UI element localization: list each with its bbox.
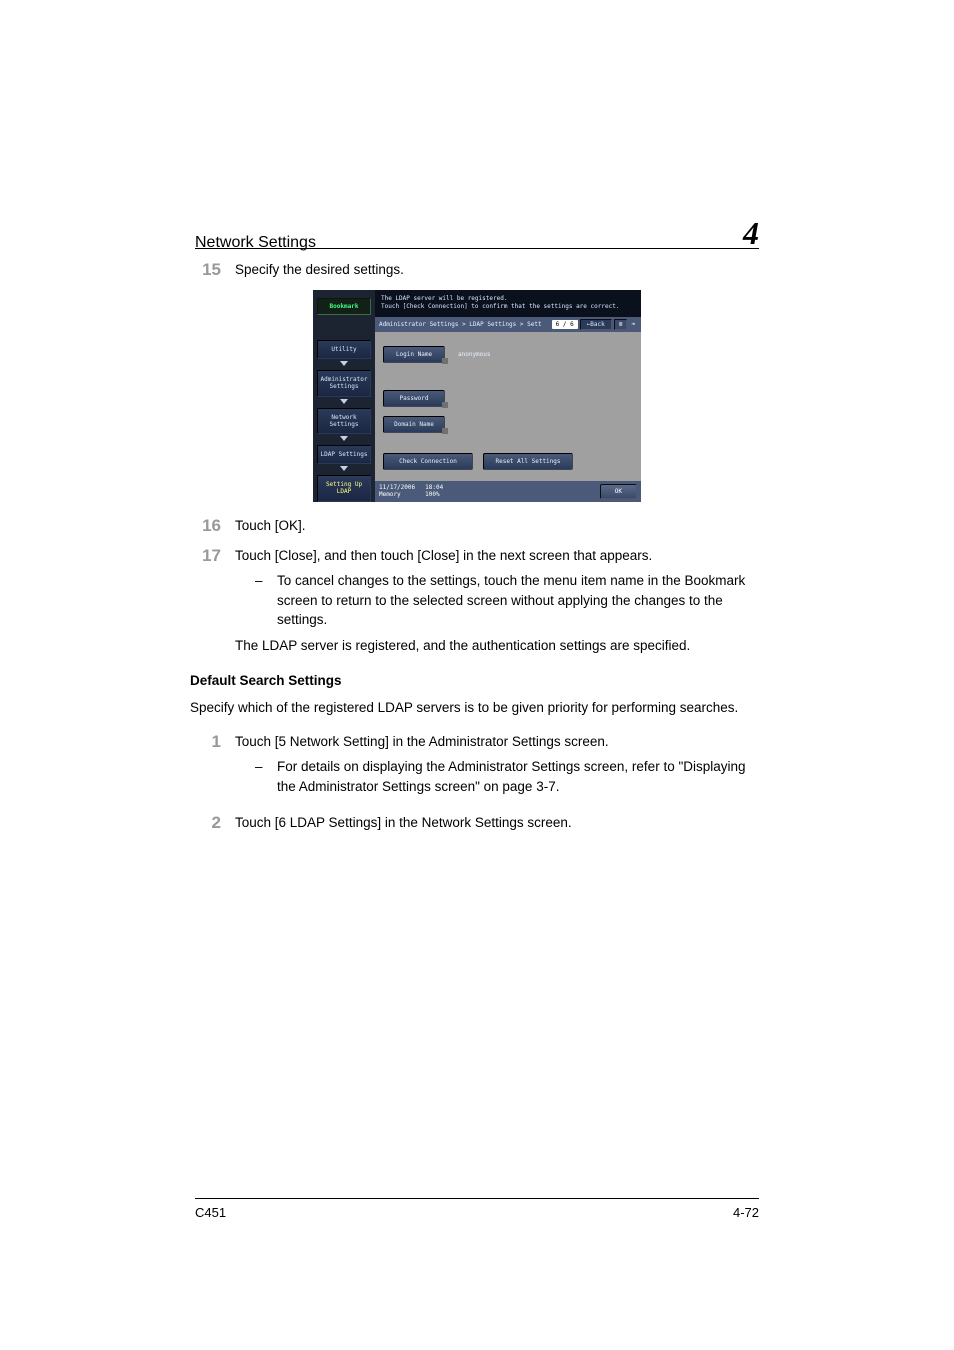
step-bullet-text: For details on displaying the Administra… (277, 757, 764, 796)
forward-button[interactable]: ➜ (629, 321, 637, 328)
top-message-1: The LDAP server will be registered. (381, 295, 635, 303)
footer-right: 4-72 (733, 1205, 759, 1220)
screenshot-sidebar: Bookmark Utility Administrator Settings … (313, 290, 375, 502)
step-text: Specify the desired settings. (235, 260, 764, 280)
step-number: 15 (190, 260, 235, 280)
step-post-text: The LDAP server is registered, and the a… (235, 636, 764, 656)
step-15: 15 Specify the desired settings. (190, 260, 764, 280)
back-button[interactable]: ←Back (580, 319, 612, 330)
password-button[interactable]: Password (383, 390, 445, 407)
nav-arrow-icon (317, 360, 371, 367)
nav-utility[interactable]: Utility (317, 340, 371, 359)
step-text: Touch [Close], and then touch [Close] in… (235, 546, 764, 566)
footer-rule (195, 1198, 759, 1199)
screenshot-body: Login Name anonymous Password Domain Nam… (375, 332, 641, 481)
step-1: 1 Touch [5 Network Setting] in the Admin… (190, 732, 764, 803)
ok-button[interactable]: OK (600, 484, 637, 499)
screenshot-topbar: The LDAP server will be registered. Touc… (375, 290, 641, 317)
step-number: 2 (190, 813, 235, 833)
step-text: Touch [OK]. (235, 516, 764, 536)
field-corner-icon (442, 402, 448, 408)
top-message-2: Touch [Check Connection] to confirm that… (381, 303, 635, 311)
field-corner-icon (442, 358, 448, 364)
bullet-dash: – (255, 571, 277, 630)
step-number: 17 (190, 546, 235, 566)
check-connection-button[interactable]: Check Connection (383, 453, 473, 470)
nav-setting-up-ldap[interactable]: Setting Up LDAP (317, 475, 371, 501)
nav-admin-settings[interactable]: Administrator Settings (317, 370, 371, 396)
nav-ldap-settings[interactable]: LDAP Settings (317, 445, 371, 464)
login-name-row: Login Name anonymous (383, 346, 633, 363)
nav-arrow-icon (317, 465, 371, 472)
status-memory-value: 100% (425, 491, 443, 498)
nav-arrow-icon (317, 398, 371, 405)
step-16: 16 Touch [OK]. (190, 516, 764, 536)
section-heading: Default Search Settings (190, 673, 764, 688)
login-name-value: anonymous (448, 351, 491, 358)
field-corner-icon (442, 428, 448, 434)
bookmark-button[interactable]: Bookmark (317, 298, 371, 315)
step-17: 17 Touch [Close], and then touch [Close]… (190, 546, 764, 656)
nav-arrow-icon (317, 435, 371, 442)
bullet-dash: – (255, 757, 277, 796)
reset-all-button[interactable]: Reset All Settings (483, 453, 573, 470)
breadcrumb-label: Administrator Settings > LDAP Settings >… (379, 321, 550, 328)
password-row: Password (383, 390, 633, 407)
settings-screenshot: Bookmark Utility Administrator Settings … (313, 290, 641, 502)
nav-network-settings[interactable]: Network Settings (317, 408, 371, 434)
status-date: 11/17/2006 (379, 484, 415, 491)
step-number: 1 (190, 732, 235, 752)
header-rule (195, 248, 759, 249)
footer-left: C451 (195, 1205, 226, 1220)
step-2: 2 Touch [6 LDAP Settings] in the Network… (190, 813, 764, 833)
step-text: Touch [5 Network Setting] in the Adminis… (235, 732, 764, 752)
section-number: 4 (743, 215, 759, 252)
status-time: 18:04 (425, 484, 443, 491)
step-bullet-text: To cancel changes to the settings, touch… (277, 571, 764, 630)
page-header-title: Network Settings (195, 234, 316, 252)
segment-button[interactable]: ≣ (614, 319, 628, 330)
step-number: 16 (190, 516, 235, 536)
status-bar: 11/17/2006 Memory 18:04 100% OK (375, 481, 641, 502)
domain-name-row: Domain Name (383, 416, 633, 433)
step-text: Touch [6 LDAP Settings] in the Network S… (235, 813, 764, 833)
breadcrumb: Administrator Settings > LDAP Settings >… (375, 317, 641, 332)
domain-name-button[interactable]: Domain Name (383, 416, 445, 433)
status-memory-label: Memory (379, 491, 415, 498)
page-indicator: 6 / 6 (552, 320, 578, 329)
section-paragraph: Specify which of the registered LDAP ser… (190, 698, 764, 718)
login-name-button[interactable]: Login Name (383, 346, 445, 363)
